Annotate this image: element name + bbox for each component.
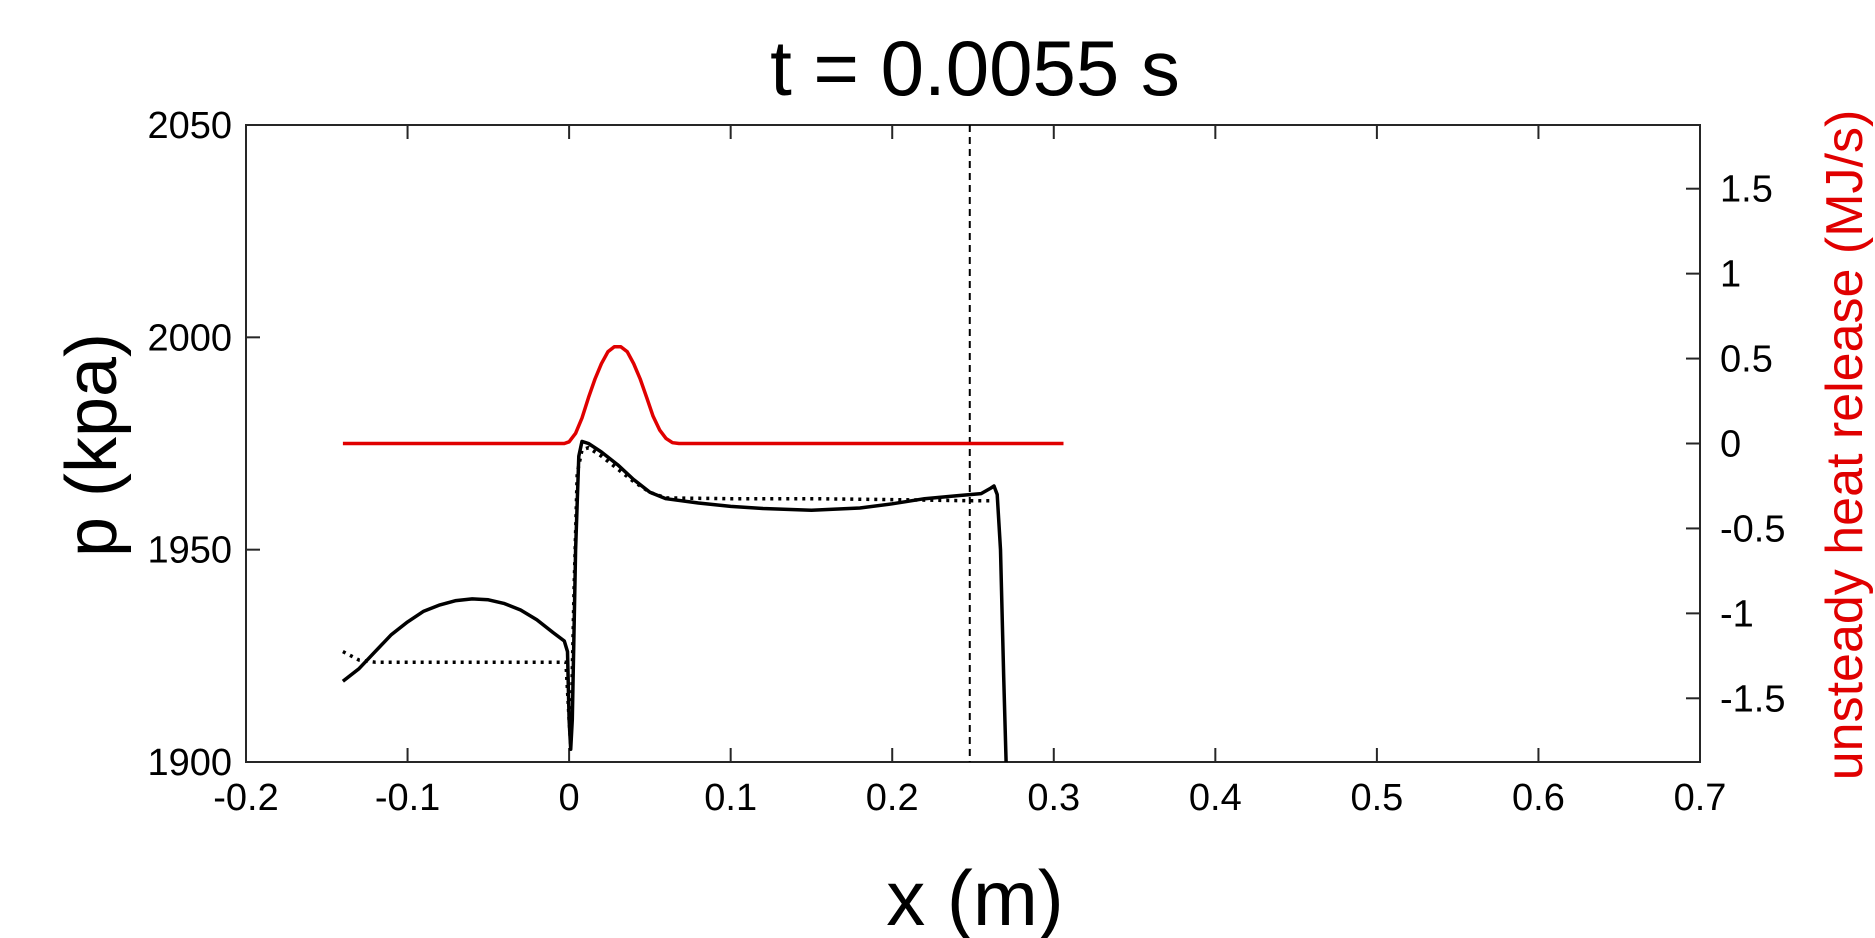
x-tick-label: 0.3 bbox=[1027, 777, 1080, 819]
y2-tick-label: -1.5 bbox=[1720, 678, 1785, 720]
pressure-dotted-line bbox=[342, 445, 993, 747]
y2-tick-label: 0 bbox=[1720, 424, 1741, 466]
x-tick-label: 0.5 bbox=[1350, 777, 1403, 819]
y-tick-label: 1950 bbox=[147, 530, 232, 572]
y2-tick-label: 0.5 bbox=[1720, 339, 1773, 381]
y2-tick-label: -0.5 bbox=[1720, 508, 1785, 550]
y-tick-label: 1900 bbox=[147, 742, 232, 784]
x-tick-label: -0.1 bbox=[375, 777, 440, 819]
y-tick-label: 2000 bbox=[147, 317, 232, 359]
x-tick-label: -0.2 bbox=[213, 777, 278, 819]
y2-tick-label: 1.5 bbox=[1720, 169, 1773, 211]
pressure-solid-line bbox=[341, 439, 1008, 763]
x-tick-label: 0.2 bbox=[866, 777, 919, 819]
y2-axis-label: unsteady heat release (MJ/s) bbox=[1816, 110, 1874, 781]
x-tick-label: 0.7 bbox=[1674, 777, 1727, 819]
x-tick-label: 0.1 bbox=[704, 777, 757, 819]
y2-tick-label: 1 bbox=[1720, 254, 1741, 296]
y-tick-label: 2050 bbox=[147, 105, 232, 147]
x-axis-label: x (m) bbox=[886, 854, 1064, 938]
y2-tick-label: -1 bbox=[1720, 593, 1754, 635]
x-tick-label: 0 bbox=[559, 777, 580, 819]
heat-release-line bbox=[342, 344, 1064, 446]
x-tick-label: 0.4 bbox=[1189, 777, 1242, 819]
y-axis-label: p (kpa) bbox=[52, 333, 132, 557]
plot-area: -0.2 -0.1 0 0.1 0.2 0.3 0.4 0.5 0.6 0.7 1900 1950 20… bbox=[147, 105, 1785, 819]
x-tick-label: 0.6 bbox=[1512, 777, 1565, 819]
chart-title: t = 0.0055 s bbox=[770, 24, 1180, 112]
